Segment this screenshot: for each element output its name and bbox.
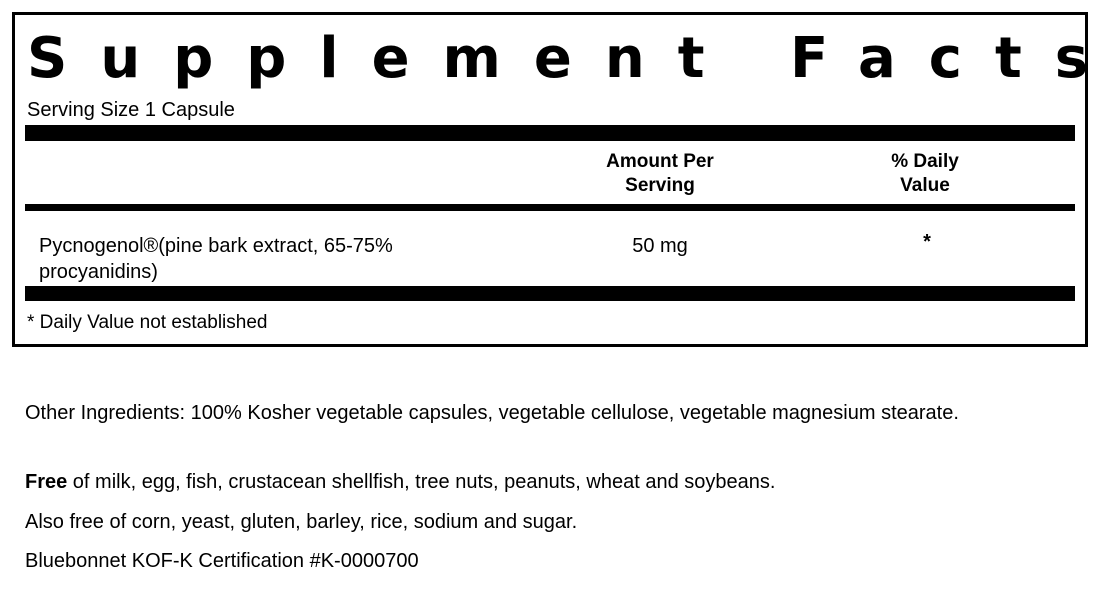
free-label: Free: [25, 471, 68, 493]
ingredient-daily-value: *: [923, 231, 931, 253]
other-ingredients: Other Ingredients: 100% Kosher vegetable…: [25, 402, 959, 424]
footnote: * Daily Value not established: [27, 312, 268, 333]
thick-divider: [25, 286, 1075, 301]
thick-divider: [25, 125, 1075, 141]
certification: Bluebonnet KOF-K Certification #K-000070…: [25, 550, 419, 572]
also-free-statement: Also free of corn, yeast, gluten, barley…: [25, 511, 578, 533]
amount-header: Amount Per Serving: [606, 151, 714, 196]
ingredient-amount: 50 mg: [632, 235, 688, 257]
supplement-facts-panel: Supplement Facts Serving Size 1 Capsule …: [12, 12, 1088, 347]
free-of-text: of milk, egg, fish, crustacean shellfish…: [67, 471, 776, 493]
serving-size: Serving Size 1 Capsule: [27, 99, 235, 121]
ingredient-name: Pycnogenol®(pine bark extract, 65-75% pr…: [39, 235, 393, 283]
medium-divider: [25, 204, 1075, 211]
panel-title: Supplement Facts: [27, 26, 1102, 91]
free-of-statement: Free of milk, egg, fish, crustacean shel…: [25, 469, 1085, 496]
daily-value-header: % Daily Value: [891, 151, 959, 196]
